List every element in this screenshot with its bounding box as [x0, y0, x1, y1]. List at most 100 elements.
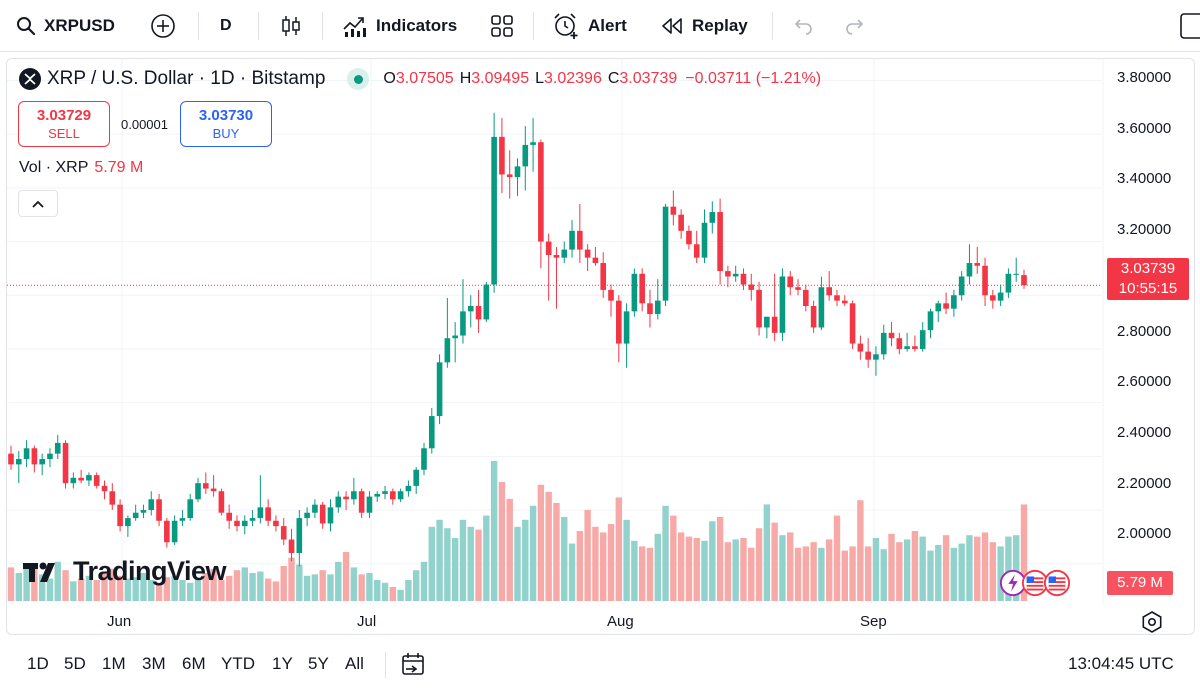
replay-label: Replay — [692, 16, 748, 35]
candle-body — [647, 303, 653, 315]
volume-bar — [1005, 536, 1012, 601]
candle-body — [171, 520, 178, 543]
calendar-range-icon[interactable] — [400, 652, 428, 678]
volume-bar — [974, 536, 981, 601]
chart-panel[interactable]: XRP / U.S. Dollar · 1D · Bitstamp O3.075… — [6, 58, 1195, 635]
volume-bar — [85, 575, 93, 601]
toolbar-divider — [772, 12, 773, 40]
volume-bar — [880, 549, 887, 601]
candle-body — [873, 354, 879, 360]
volume-bar — [950, 547, 958, 601]
undo-button[interactable] — [792, 0, 814, 52]
candle-body — [670, 206, 677, 215]
volume-bar — [311, 574, 319, 601]
layouts-button[interactable] — [490, 0, 514, 52]
toolbar-divider — [198, 12, 199, 40]
range-button-3m[interactable]: 3M — [142, 654, 166, 673]
volume-bar — [802, 546, 810, 601]
buy-button[interactable]: 3.03730 BUY — [180, 101, 272, 147]
candle-body — [319, 504, 326, 524]
candle-body — [514, 166, 521, 178]
tradingview-wordmark: TradingView — [73, 556, 227, 586]
compare-symbol-button[interactable] — [150, 0, 176, 52]
volume-bar — [327, 574, 334, 601]
range-button-5y[interactable]: 5Y — [308, 654, 329, 673]
candle-body — [912, 346, 918, 349]
symbol-title[interactable]: XRP / U.S. Dollar · 1D · Bitstamp — [47, 68, 326, 89]
candle-body — [654, 300, 661, 315]
candle-body — [756, 289, 762, 328]
volume-bar — [989, 542, 997, 601]
market-status-icon[interactable] — [347, 68, 370, 90]
candle-body — [577, 230, 583, 250]
indicators-button[interactable]: Indicators — [342, 0, 457, 52]
event-markers[interactable] — [999, 569, 1071, 597]
range-button-6m[interactable]: 6M — [182, 654, 206, 673]
volume-bar — [23, 564, 30, 601]
candle-body — [1005, 273, 1012, 293]
range-button-1m[interactable]: 1M — [102, 654, 126, 673]
collapse-legend-button[interactable] — [18, 190, 58, 217]
range-button-5d[interactable]: 5D — [64, 654, 86, 673]
volume-bar — [732, 539, 739, 601]
utc-clock[interactable]: 13:04:45 UTC — [1068, 654, 1174, 673]
bottom-divider — [385, 652, 386, 678]
candle-body — [327, 507, 334, 524]
volume-bar — [264, 578, 272, 601]
candle-body — [935, 303, 942, 312]
tradingview-logo[interactable]: TradingView — [23, 556, 227, 587]
indicators-icon — [343, 17, 366, 37]
candle-body — [280, 526, 287, 540]
price-tick: 3.80000 — [1117, 69, 1172, 86]
volume-bar — [888, 533, 895, 601]
volume-bar — [397, 589, 404, 601]
candle-body — [54, 442, 61, 454]
time-tick: Aug — [607, 613, 634, 630]
plus-circle-icon — [151, 14, 175, 38]
chart-type-button[interactable] — [280, 0, 302, 52]
replay-button[interactable]: Replay — [660, 0, 748, 52]
candle-body — [101, 485, 108, 492]
volume-bar — [716, 517, 724, 601]
range-button-1y[interactable]: 1Y — [272, 654, 293, 673]
candle-body — [187, 499, 194, 519]
volume-bar — [677, 532, 685, 601]
candle-body — [818, 287, 825, 328]
candle-body — [397, 491, 404, 500]
candle-body — [93, 475, 100, 486]
range-button-1d[interactable]: 1D — [27, 654, 49, 673]
volume-bar — [38, 574, 46, 601]
range-button-ytd[interactable]: YTD — [221, 654, 255, 673]
candle-body — [608, 289, 614, 301]
candle-body — [296, 518, 303, 553]
sell-price: 3.03729 — [36, 107, 92, 124]
candle-body — [164, 520, 170, 543]
volume-bar — [116, 575, 124, 601]
candle-body — [927, 311, 934, 331]
volume-bar — [771, 522, 778, 601]
volume-bar — [451, 538, 459, 601]
layout-menu-button[interactable] — [1180, 0, 1200, 52]
redo-button[interactable] — [844, 0, 866, 52]
volume-legend[interactable]: Vol · XRP 5.79 M — [19, 159, 143, 177]
volume-bar — [654, 533, 661, 601]
indicators-label: Indicators — [376, 16, 458, 35]
volume-bar — [381, 582, 389, 601]
symbol-name: XRPUSD — [44, 16, 115, 35]
candle-body — [390, 491, 396, 500]
candle-body — [218, 491, 225, 513]
us-flag-event-icon[interactable] — [1043, 569, 1071, 597]
symbol-search-button[interactable]: XRPUSD — [16, 0, 115, 52]
sell-button[interactable]: 3.03729 SELL — [18, 101, 110, 147]
xrp-logo-icon — [19, 68, 41, 90]
range-button-all[interactable]: All — [345, 654, 364, 673]
candle-body — [421, 448, 427, 470]
candle-body — [834, 295, 840, 301]
alert-button[interactable]: Alert — [552, 0, 627, 52]
volume-bar — [358, 574, 365, 601]
gear-icon[interactable] — [1141, 611, 1163, 633]
candle-body — [109, 491, 116, 505]
candle-body — [584, 249, 591, 258]
interval-button[interactable]: D — [220, 0, 232, 52]
candle-body — [810, 305, 817, 328]
